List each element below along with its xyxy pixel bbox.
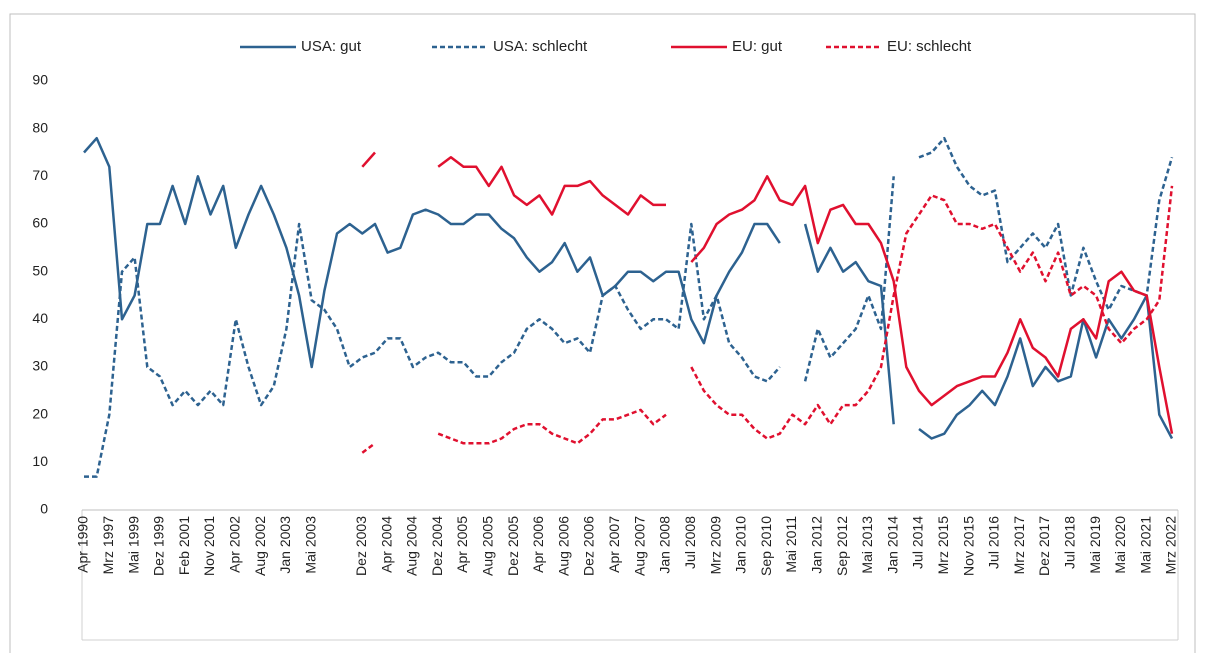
y-tick-label: 40	[32, 310, 48, 326]
y-tick-label: 20	[32, 405, 48, 421]
x-tick-label: Sep 2012	[834, 516, 850, 576]
legend-text: EU: schlecht	[887, 38, 972, 55]
x-tick-label: Mai 2021	[1137, 516, 1153, 574]
x-tick-label: Dez 2005	[505, 516, 521, 576]
x-tick-label: Aug 2007	[631, 516, 647, 576]
legend-text: USA: gut	[301, 38, 362, 55]
x-tick-label: Aug 2005	[480, 516, 496, 576]
y-tick-label: 0	[40, 501, 48, 517]
y-tick-label: 90	[32, 72, 48, 88]
x-tick-label: Jan 2010	[733, 516, 749, 574]
x-tick-label: Aug 2002	[252, 516, 268, 576]
x-tick-label: Mrz 1997	[100, 516, 116, 575]
x-tick-label: Apr 1990	[75, 516, 91, 573]
x-tick-label: Apr 2006	[530, 516, 546, 573]
x-tick-label: Mrz 2015	[935, 516, 951, 575]
x-tick-label: Apr 2004	[378, 516, 394, 573]
x-tick-label: Mai 2003	[302, 516, 318, 574]
x-tick-label: Mai 2013	[859, 516, 875, 574]
x-tick-label: Dez 2004	[429, 516, 445, 576]
y-tick-label: 50	[32, 262, 48, 278]
series-line	[361, 151, 1174, 434]
legend-text: USA: schlecht	[493, 38, 588, 55]
x-tick-label: Mrz 2017	[1011, 516, 1027, 575]
x-tick-label: Apr 2005	[454, 516, 470, 573]
x-tick-label: Nov 2015	[960, 516, 976, 576]
x-tick-label: Aug 2004	[404, 516, 420, 576]
x-tick-label: Dez 2003	[353, 516, 369, 576]
y-tick-label: 10	[32, 453, 48, 469]
chart-frame	[9, 13, 1196, 653]
x-tick-label: Jul 2008	[682, 516, 698, 569]
x-tick-label: Dez 2006	[581, 516, 597, 576]
series-line	[84, 136, 1174, 478]
series-line	[361, 185, 1174, 454]
x-tick-label: Dez 1999	[151, 516, 167, 576]
x-tick-label: Nov 2001	[201, 516, 217, 576]
x-tick-label: Feb 2001	[176, 516, 192, 575]
x-tick-label: Jul 2014	[910, 516, 926, 569]
y-tick-label: 70	[32, 167, 48, 183]
y-tick-label: 80	[32, 119, 48, 135]
x-tick-label: Dez 2017	[1036, 516, 1052, 576]
x-tick-label: Jan 2014	[884, 516, 900, 574]
x-tick-label: Mai 2011	[783, 516, 799, 573]
y-tick-label: 30	[32, 358, 48, 374]
x-tick-label: Mrz 2009	[707, 516, 723, 575]
x-tick-label: Apr 2007	[606, 516, 622, 573]
x-tick-label: Jan 2003	[277, 516, 293, 574]
x-tick-label: Sep 2010	[758, 516, 774, 576]
x-tick-label: Mai 2019	[1087, 516, 1103, 574]
x-tick-label: Jan 2012	[808, 516, 824, 574]
x-tick-label: Mai 1999	[125, 516, 141, 574]
x-tick-label: Jul 2016	[986, 516, 1002, 569]
x-tick-label: Jul 2018	[1061, 516, 1077, 569]
x-tick-label: Apr 2002	[227, 516, 243, 573]
y-tick-label: 60	[32, 215, 48, 231]
x-tick-label: Jan 2008	[657, 516, 673, 574]
x-tick-label: Mai 2020	[1112, 516, 1128, 574]
legend-text: EU: gut	[732, 38, 783, 55]
x-tick-label: Mrz 2022	[1163, 516, 1179, 575]
series-line	[83, 136, 1174, 440]
x-tick-label: Aug 2006	[555, 516, 571, 576]
